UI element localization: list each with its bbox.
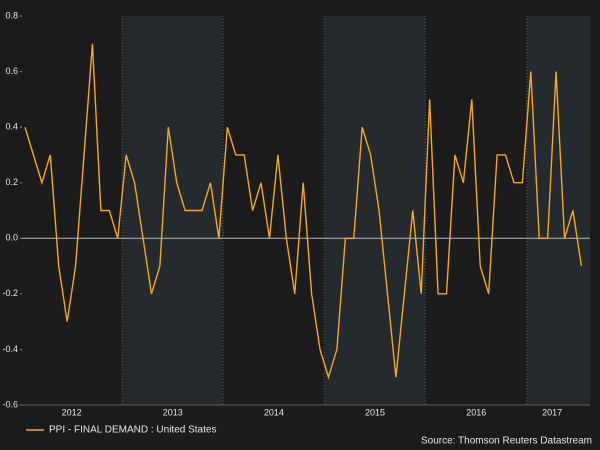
line-series — [24, 43, 583, 380]
y-tick-label: 0.6 — [5, 66, 18, 76]
y-tick-label: -0.2 — [2, 288, 18, 298]
y-tick-label: 0.8 — [5, 10, 18, 20]
y-tick-label: -0.4 — [2, 344, 18, 354]
x-tick-label: 2016 — [466, 407, 486, 417]
legend-label: PPI - FINAL DEMAND : United States — [49, 425, 216, 436]
y-tick-label: 0.0 — [5, 233, 18, 243]
x-tick-label: 2012 — [62, 407, 82, 417]
year-band — [526, 16, 590, 405]
source: Source: Thomson Reuters Datastream — [421, 436, 592, 447]
x-tick-label: 2015 — [365, 407, 385, 417]
y-tick-label: 0.2 — [5, 177, 18, 187]
year-band — [121, 16, 224, 405]
year-band — [324, 16, 426, 405]
x-tick-label: 2014 — [264, 407, 284, 417]
x-tick-label: 2013 — [163, 407, 183, 417]
x-tick-label: 2017 — [542, 407, 562, 417]
y-tick-label: 0.4 — [5, 122, 18, 132]
y-tick-label: -0.6 — [2, 399, 18, 409]
